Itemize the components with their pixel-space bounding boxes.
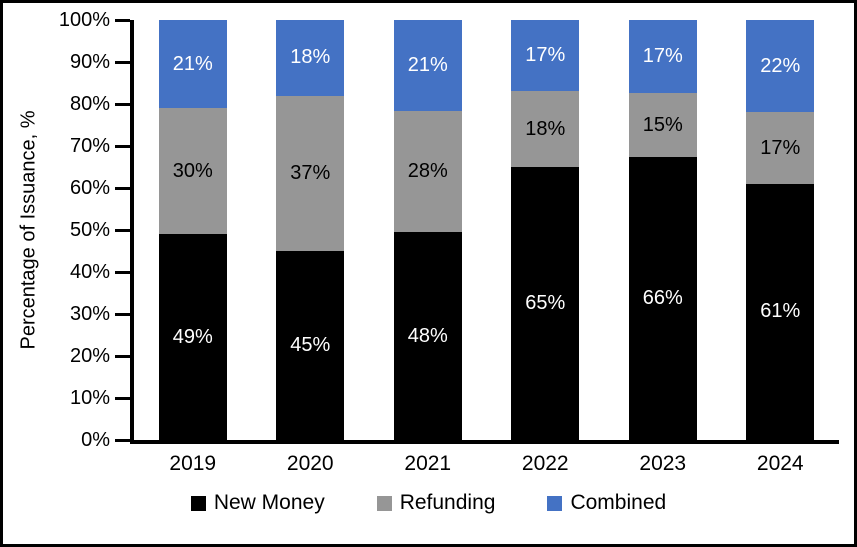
y-axis-title: Percentage of Issuance, % [17,110,40,350]
legend: New Money Refunding Combined [3,491,854,515]
y-tick [115,228,130,232]
bar-segment-label: 18% [525,117,566,140]
y-tick [115,102,130,106]
bar-segment-refunding-2020: 37% [276,95,345,251]
bars-container: 49% 30% 21% 45% 37% 18% 48% 28% 21% 65% 18% 17% 66% 1… [134,20,839,440]
bar-group-2019: 49% 30% 21% [134,20,252,440]
bar-segment-combined-2021: 21% [393,20,462,111]
legend-item-combined: Combined [547,491,666,515]
y-tick [115,186,130,190]
bar-segment-combined-2023: 17% [628,20,697,93]
bar-segment-label: 45% [290,334,331,356]
y-tick [115,396,130,400]
y-tick [115,312,130,316]
y-tick [115,60,130,64]
bar-2021: 48% 28% 21% [393,20,462,440]
bar-segment-combined-2024: 22% [746,20,815,113]
bar-segment-combined-2019: 21% [158,20,227,109]
bar-group-2023: 66% 15% 17% [604,20,722,440]
legend-swatch-icon [547,495,563,511]
legend-swatch-icon [376,495,392,511]
bar-segment-label: 17% [760,136,801,159]
x-axis-label-2019: 2019 [169,452,217,475]
x-axis-labels: 2019 2020 2021 2022 2023 2024 [134,452,839,476]
bar-segment-label: 28% [407,160,448,183]
bar-segment-new-money-2020: 45% [276,251,345,440]
bar-segment-refunding-2024: 17% [746,112,815,184]
bar-segment-refunding-2023: 15% [628,92,697,158]
y-tick-label: 100% [58,9,110,31]
bar-segment-refunding-2019: 30% [158,108,227,235]
bar-segment-new-money-2022: 65% [511,167,580,440]
bar-segment-label: 66% [642,287,683,310]
x-axis-label-2022: 2022 [521,452,569,475]
x-axis-label-2021: 2021 [404,452,452,475]
bar-segment-combined-2020: 18% [276,20,345,96]
bar-segment-label: 17% [642,44,683,67]
bar-group-2024: 61% 17% 22% [722,20,840,440]
bar-segment-label: 65% [525,292,566,314]
y-tick [115,438,130,442]
legend-label: Refunding [399,491,496,514]
plot-area: 0% 10% 20% 30% 40% 50% 60% 70% 80% 90% 100% 49% 30%… [59,9,839,451]
bar-segment-label: 48% [407,324,448,347]
y-tick [115,18,130,22]
bar-segment-label: 18% [290,46,331,69]
bar-2019: 49% 30% 21% [158,20,227,440]
y-tick-label: 70% [69,135,110,157]
x-axis-label-2023: 2023 [639,452,687,475]
bar-segment-label: 30% [172,159,213,182]
bar-group-2020: 45% 37% 18% [252,20,370,440]
legend-label: New Money [213,491,325,514]
y-tick-label: 20% [69,345,110,367]
x-axis-label-2020: 2020 [286,452,334,475]
bar-segment-label: 21% [172,52,213,75]
y-tick-label: 40% [69,261,110,283]
y-tick-label: 30% [69,303,110,325]
bar-segment-label: 17% [525,44,566,67]
bar-segment-new-money-2019: 49% [158,234,227,440]
bar-segment-label: 61% [760,300,801,323]
x-axis-label-2024: 2024 [756,452,804,475]
bar-segment-label: 37% [290,161,331,184]
bar-segment-label: 21% [407,53,448,76]
bar-2022: 65% 18% 17% [511,20,580,440]
bar-segment-label: 22% [760,54,801,77]
bar-segment-combined-2022: 17% [511,20,580,92]
bar-group-2022: 65% 18% 17% [487,20,605,440]
y-tick-label: 60% [69,177,110,199]
legend-item-refunding: Refunding [376,491,496,515]
y-tick [115,144,130,148]
bar-2020: 45% 37% 18% [276,20,345,440]
bar-segment-new-money-2021: 48% [393,232,462,440]
y-tick-label: 50% [69,219,110,241]
legend-item-new-money: New Money [190,491,325,515]
y-tick-label: 90% [69,51,110,73]
bar-segment-label: 15% [642,113,683,136]
bar-group-2021: 48% 28% 21% [369,20,487,440]
y-tick-label: 0% [81,429,110,451]
bar-2023: 66% 15% 17% [628,20,697,440]
y-tick-label: 10% [69,387,110,409]
legend-swatch-icon [190,495,206,511]
bar-segment-new-money-2024: 61% [746,183,815,440]
y-tick [115,270,130,274]
legend-label: Combined [570,491,667,514]
bar-segment-refunding-2022: 18% [511,91,580,167]
bar-segment-new-money-2023: 66% [628,157,697,440]
bar-segment-label: 49% [172,325,213,348]
bar-segment-refunding-2021: 28% [393,110,462,233]
y-tick [115,354,130,358]
y-tick-label: 80% [69,93,110,115]
bar-2024: 61% 17% 22% [746,20,815,440]
